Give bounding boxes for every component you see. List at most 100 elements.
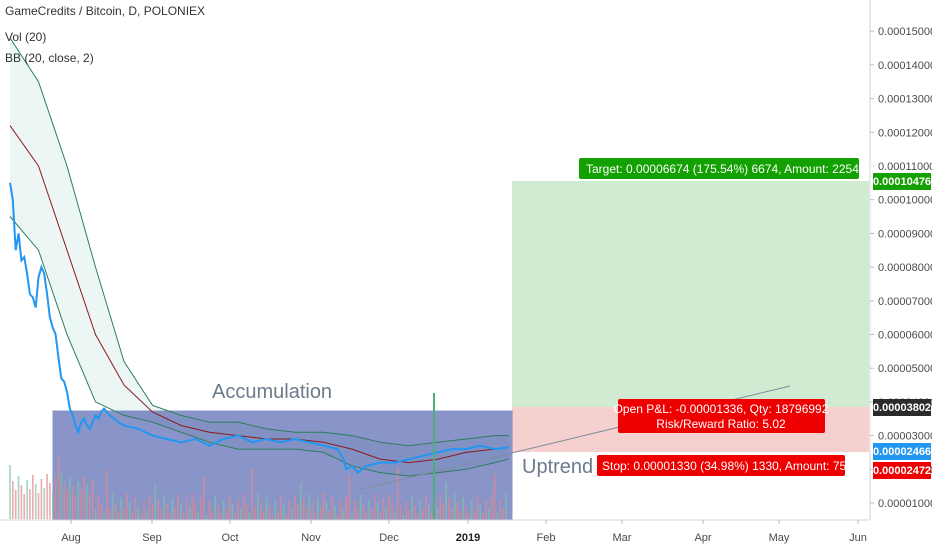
y-tick-label: 0.00003000 xyxy=(878,431,932,443)
volume-bar xyxy=(100,504,102,519)
x-tick-label: Oct xyxy=(221,532,238,544)
volume-bar xyxy=(214,496,216,519)
volume-bar xyxy=(459,511,462,519)
volume-bar xyxy=(260,502,262,519)
volume-bar xyxy=(439,494,442,519)
volume-bar xyxy=(336,515,339,519)
x-tick-label: Aug xyxy=(61,532,81,544)
volume-bar xyxy=(362,504,365,519)
volume-bar xyxy=(496,513,499,519)
indicator-bollinger[interactable]: BB (20, close, 2) xyxy=(5,51,94,65)
volume-bar xyxy=(185,498,188,519)
x-tick-label: Dec xyxy=(379,532,399,544)
volume-bar xyxy=(40,479,43,519)
volume-bar xyxy=(294,495,296,519)
volume-bar xyxy=(319,507,322,519)
x-axis[interactable]: Aug Sep Oct Nov Dec 2019 Feb Mar Apr May Jun xyxy=(61,520,867,544)
x-tick-label: Nov xyxy=(301,532,321,544)
volume-bar xyxy=(240,508,242,519)
volume-bar xyxy=(342,510,345,519)
volume-bar xyxy=(109,508,111,519)
volume-bar xyxy=(117,512,120,519)
volume-bar xyxy=(339,501,342,519)
volume-bar xyxy=(183,512,185,519)
volume-bar xyxy=(322,493,325,519)
pnl-label-box[interactable] xyxy=(618,399,825,433)
volume-bar xyxy=(66,491,68,519)
volume-bar xyxy=(146,510,148,519)
volume-bar xyxy=(379,512,382,519)
volume-bar xyxy=(354,500,356,519)
volume-bar xyxy=(211,510,214,519)
price-line[interactable] xyxy=(9,182,509,475)
volume-bar xyxy=(453,493,456,519)
volume-bar xyxy=(17,476,20,519)
target-price-tag xyxy=(873,173,931,190)
accumulation-label[interactable]: Accumulation xyxy=(212,381,332,403)
stop-price-tag xyxy=(873,462,931,479)
volume-bar xyxy=(163,495,165,519)
volume-bar xyxy=(371,508,373,519)
volume-bar xyxy=(143,501,145,519)
x-tick-label: Mar xyxy=(613,532,632,544)
volume-bar xyxy=(54,478,57,519)
volume-bar xyxy=(180,503,182,519)
volume-bar xyxy=(297,504,299,519)
y-tick-label: 0.00012000 xyxy=(878,127,932,139)
volume-bars xyxy=(9,457,507,519)
indicator-volume[interactable]: Vol (20) xyxy=(5,30,46,44)
target-zone[interactable] xyxy=(512,181,869,407)
volume-bar xyxy=(160,509,162,519)
volume-bar xyxy=(351,514,353,519)
volume-bar xyxy=(197,511,199,519)
volume-bar xyxy=(9,465,11,519)
volume-bar xyxy=(242,494,245,519)
volume-bar xyxy=(476,496,479,519)
volume-bar xyxy=(49,483,51,519)
volume-bar xyxy=(490,495,493,519)
volume-bar xyxy=(89,494,91,519)
volume-bar xyxy=(485,500,487,519)
volume-bar xyxy=(376,503,379,519)
open-pnl-label: Open P&L: -0.00001336, Qty: 18796992 xyxy=(614,402,829,416)
stop-label-box[interactable] xyxy=(597,455,845,476)
volume-bar xyxy=(234,513,236,519)
volume-bar xyxy=(302,499,305,519)
volume-bar xyxy=(188,507,191,519)
bb-upper-line xyxy=(9,37,509,447)
y-tick-label: 0.00008000 xyxy=(878,262,932,274)
volume-bar xyxy=(465,506,467,519)
volume-bar xyxy=(63,482,65,519)
x-tick-label: Feb xyxy=(537,532,556,544)
volume-bar xyxy=(450,507,453,519)
volume-bar xyxy=(23,494,25,519)
volume-bar xyxy=(111,494,114,519)
volume-bar xyxy=(462,497,464,519)
volume-bar xyxy=(425,495,427,519)
volume-bar xyxy=(131,511,134,519)
volume-bar xyxy=(86,485,88,519)
target-label-box[interactable] xyxy=(579,158,859,179)
uptrend-label[interactable]: Uptrend xyxy=(522,456,593,478)
volume-bar xyxy=(168,513,171,519)
y-axis[interactable]: 0.000010000.000020000.000030000.00004000… xyxy=(870,26,932,510)
volume-bar xyxy=(436,508,439,519)
volume-bar xyxy=(254,507,256,519)
volume-bar xyxy=(26,480,28,519)
volume-bar xyxy=(314,512,316,519)
volume-bar xyxy=(134,497,137,519)
volume-bar xyxy=(74,495,77,519)
y-tick-label: 0.00005000 xyxy=(878,363,932,375)
volume-bar xyxy=(448,498,450,519)
y-tick-label: 0.00010000 xyxy=(878,195,932,207)
volume-bar xyxy=(473,510,476,519)
volume-bar xyxy=(208,501,211,519)
volume-bar xyxy=(60,473,63,519)
volume-bar xyxy=(396,467,399,519)
volume-bar xyxy=(285,514,288,519)
volume-bar xyxy=(265,497,268,519)
volume-bar xyxy=(499,499,501,519)
volume-bar xyxy=(203,476,205,519)
volume-bar xyxy=(106,469,108,519)
